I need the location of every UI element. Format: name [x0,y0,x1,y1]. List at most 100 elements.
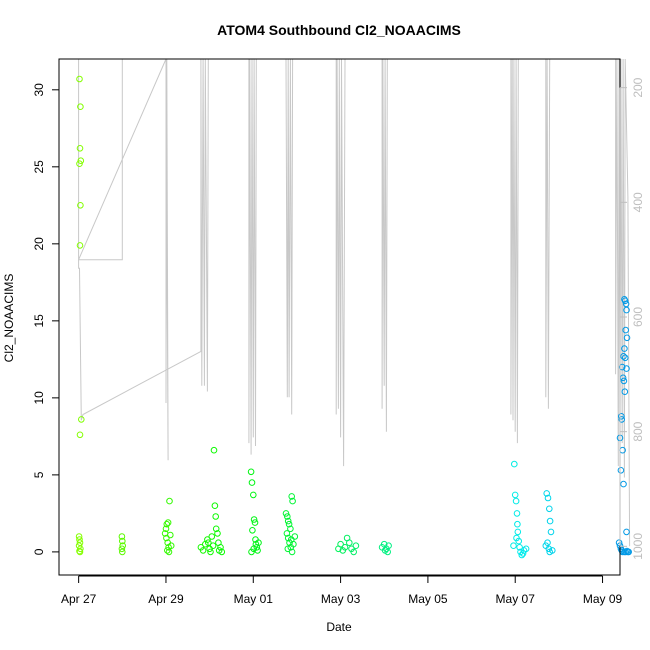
data-point [291,533,299,540]
data-point [207,548,214,556]
data-point [547,528,555,536]
data-point [522,545,530,553]
data-point [212,513,219,520]
y-tick-label: 20 [32,237,46,251]
data-point [162,525,170,533]
right-tick-label: 600 [631,307,645,327]
data-point [384,548,392,556]
data-point [615,539,623,547]
data-point [284,517,292,525]
x-tick-label: Apr 29 [148,592,184,606]
data-point [211,502,219,510]
data-point [248,479,256,486]
data-point [78,416,85,423]
data-point [284,534,292,542]
data-point [163,520,171,528]
y-axis-label: Cl2_NOAACIMS [2,274,16,363]
data-point [250,516,258,523]
data-point [622,326,630,334]
right-tick-label: 800 [631,421,645,441]
data-point [210,446,218,454]
data-point [621,345,628,352]
data-point [510,542,517,550]
data-point [513,510,521,517]
data-points-layer [75,75,633,559]
data-point [622,300,630,308]
data-point [288,548,296,556]
data-point [118,545,126,553]
data-point [514,520,521,528]
data-point [618,413,625,420]
y-tick-label: 0 [32,548,46,555]
x-axis-label: Date [326,620,352,634]
data-point [513,534,520,542]
data-point [621,354,629,362]
data-point [618,363,626,371]
data-point [511,460,518,468]
data-point [622,548,630,556]
x-tick-label: May 01 [234,592,274,606]
data-point [546,517,554,525]
data-point [76,75,83,83]
right-tick-label: 200 [631,77,645,97]
data-point [519,550,527,557]
data-point [212,525,220,533]
data-point [119,537,126,545]
data-point [164,547,171,554]
altitude-trace-layer [77,58,631,547]
data-point [346,539,353,547]
data-point [514,528,522,536]
data-point [341,544,349,551]
data-point [167,531,174,539]
y-tick-label: 15 [32,314,46,328]
data-point [617,467,625,474]
data-point [77,103,84,110]
data-point [620,480,627,488]
data-point [285,520,293,528]
data-point [621,388,629,396]
data-point [76,431,84,439]
data-point [250,545,257,553]
data-point [512,497,520,505]
data-point [167,542,175,550]
data-point [544,494,552,502]
x-tick-label: May 07 [496,592,536,606]
data-point [77,202,84,209]
data-point [287,525,294,533]
data-point [282,510,290,517]
y-tick-label: 25 [32,160,46,174]
data-point [249,527,256,534]
data-point [250,491,257,499]
data-point [204,536,211,543]
data-point [164,519,172,526]
data-point [289,497,296,505]
data-point [76,242,84,249]
data-point [205,539,212,547]
data-point [385,542,392,550]
data-point [284,545,292,553]
altitude-trace-line [77,58,631,547]
data-point [76,536,83,543]
data-point [620,377,628,385]
data-point [623,334,631,342]
data-point [77,157,85,164]
axes-layer: Apr 27 Apr 29 May 01 May 03 May 05 May 07 May … [32,58,645,606]
data-point [199,547,207,554]
data-point [166,497,173,505]
data-point [542,542,550,550]
data-point [352,542,360,550]
data-point [618,416,626,423]
x-tick-label: Apr 27 [61,592,97,606]
data-point [119,548,126,556]
data-point [255,539,262,547]
data-point [165,548,173,556]
data-point [119,542,126,550]
right-tick-label: 1000 [631,533,645,560]
data-point [214,530,221,537]
data-point [284,513,291,520]
x-tick-label: May 09 [583,592,623,606]
x-tick-label: May 05 [408,592,448,606]
data-point [288,536,295,543]
data-point [288,493,296,500]
data-point [511,491,519,499]
